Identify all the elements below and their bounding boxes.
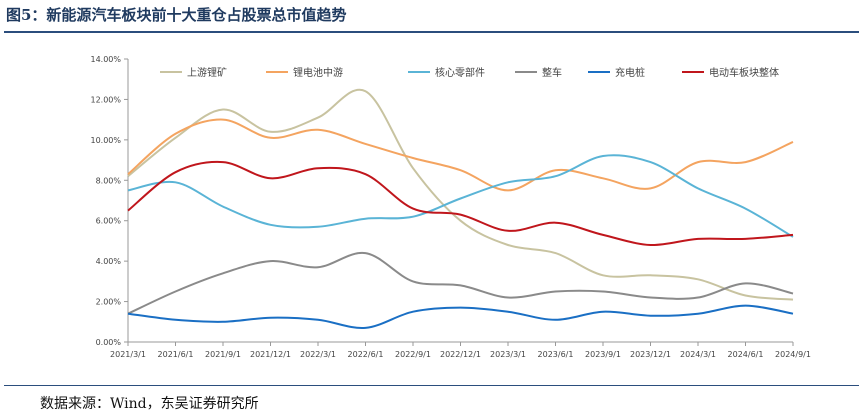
legend-item: 整车 (515, 66, 562, 79)
y-tick-label: 2.00% (96, 298, 122, 307)
series-line-2 (127, 118, 794, 192)
figure-title: 图5：新能源汽车板块前十大重仓占股票总市值趋势 (6, 6, 347, 24)
x-tick-label: 2022/6/1 (348, 350, 384, 359)
y-tick-label: 0.00% (96, 338, 122, 347)
series-line-4 (127, 251, 794, 315)
x-tick-label: 2023/12/1 (630, 350, 671, 359)
series-line-3 (127, 154, 794, 238)
chart-series (127, 88, 794, 329)
series-line-1 (127, 88, 794, 301)
x-tick-label: 2022/12/1 (440, 350, 481, 359)
chart-legend: 上游锂矿 锂电池中游 核心零部件 整车 充电桩 电动车板块整体 (160, 66, 779, 79)
legend-label: 电动车板块整体 (709, 66, 779, 79)
x-tick-label: 2024/9/1 (775, 350, 811, 359)
legend-label: 上游锂矿 (187, 66, 227, 79)
x-tick-label: 2023/9/1 (585, 350, 621, 359)
y-tick-label: 14.00% (90, 55, 121, 64)
legend-label: 整车 (542, 66, 562, 79)
y-tick-label: 4.00% (96, 257, 122, 266)
y-tick-label: 12.00% (90, 95, 121, 104)
chart-axes: 0.00% 2.00% 4.00% 6.00% 8.00% 10.00% 12.00% 14.… (90, 55, 810, 359)
line-chart: 0.00% 2.00% 4.00% 6.00% 8.00% 10.00% 12.00% 14.… (90, 55, 810, 359)
legend-item: 电动车板块整体 (682, 66, 779, 79)
x-tick-label: 2023/6/1 (538, 350, 574, 359)
series-line-6 (127, 160, 794, 247)
legend-label: 核心零部件 (435, 66, 485, 79)
y-tick-label: 8.00% (96, 176, 122, 185)
source-note: 数据来源：Wind，东吴证券研究所 (40, 396, 259, 412)
y-tick-label: 6.00% (96, 217, 122, 226)
legend-item: 上游锂矿 (160, 66, 227, 79)
x-tick-label: 2024/6/1 (728, 350, 764, 359)
x-tick-label: 2021/9/1 (205, 350, 241, 359)
legend-item: 核心零部件 (408, 66, 485, 79)
x-tick-label: 2024/3/1 (680, 350, 716, 359)
legend-item: 锂电池中游 (266, 66, 343, 79)
x-tick-label: 2023/3/1 (490, 350, 526, 359)
source-rule (4, 385, 859, 386)
x-tick-label: 2022/9/1 (395, 350, 431, 359)
x-tick-label: 2021/3/1 (110, 350, 146, 359)
legend-label: 充电桩 (615, 66, 645, 79)
x-tick-label: 2021/12/1 (250, 350, 291, 359)
title-rule (4, 31, 859, 33)
x-tick-label: 2021/6/1 (158, 350, 194, 359)
legend-item: 充电桩 (588, 66, 645, 79)
x-tick-label: 2022/3/1 (300, 350, 336, 359)
legend-label: 锂电池中游 (293, 66, 343, 79)
series-line-5 (127, 304, 794, 329)
y-tick-label: 10.00% (90, 136, 121, 145)
